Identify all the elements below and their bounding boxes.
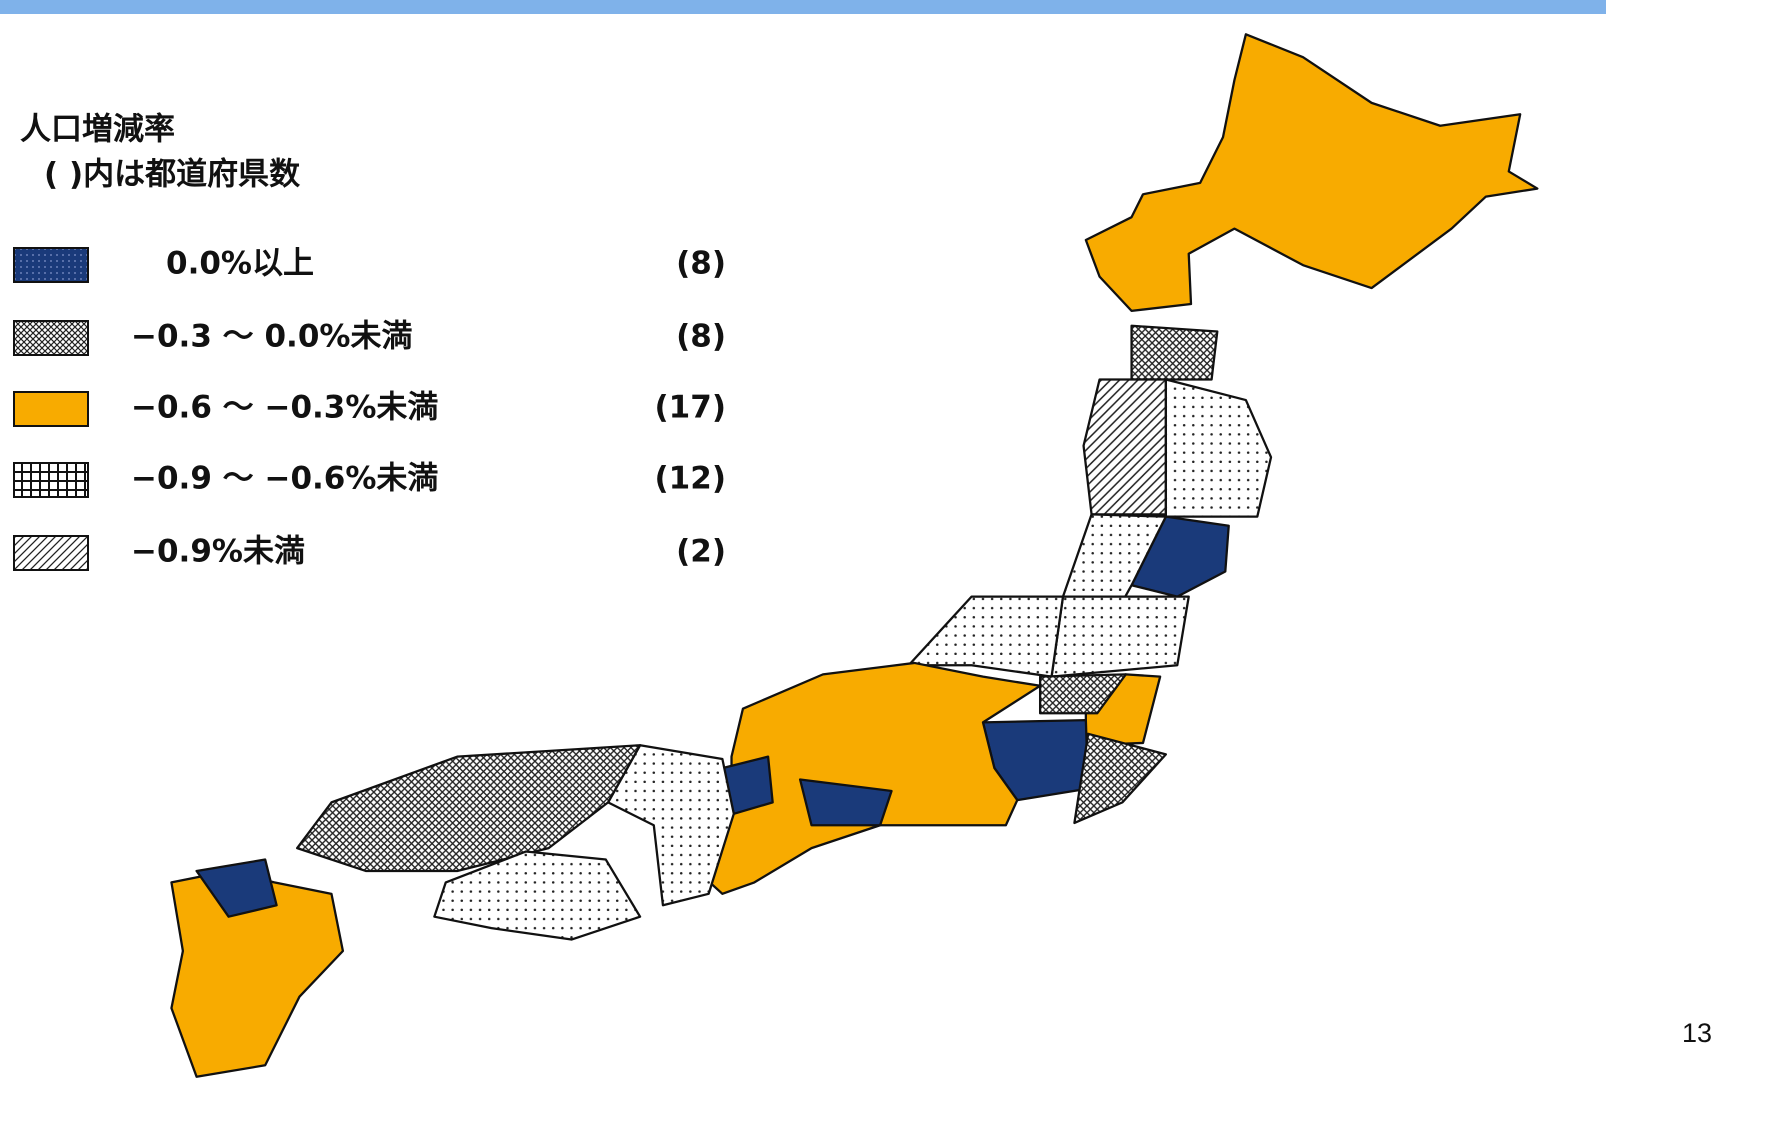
legend-label: −0.9 〜 −0.6%未満 [131,461,438,497]
page-number: 13 [1682,1018,1712,1048]
aichi [798,778,893,827]
swatch [13,391,89,427]
legend-count: (8) [676,246,726,282]
swatch [13,535,89,571]
legend-label: −0.3 〜 0.0%未満 [131,319,412,355]
shikoku [433,850,642,941]
hokkaido [1084,33,1539,313]
legend-count: (2) [676,534,726,570]
legend-subtitle: ( )内は都道府県数 [44,157,300,193]
swatch [13,462,89,498]
legend-label: −0.9%未満 [131,534,305,570]
japan-map [170,33,1539,1078]
legend-label: −0.6 〜 −0.3%未満 [131,390,438,426]
chiba [1073,732,1168,825]
fukuoka [195,858,278,918]
legend-count: (12) [655,461,726,497]
niigata [907,595,1065,678]
legend-title: 人口増減率 [20,112,175,148]
tochigi [1038,673,1127,715]
legend-count: (8) [676,319,726,355]
fukushima [1050,595,1190,678]
swatch [13,320,89,356]
akita [1082,378,1168,516]
swatch [13,247,89,283]
legend-count: (17) [655,390,726,426]
chugoku [296,744,642,873]
legend-label: 0.0%以上 [166,246,314,282]
header-bar [0,0,1606,14]
iwate [1164,378,1273,518]
legend: 人口増減率 ( )内は都道府県数 0.0%以上 −0.3 〜 0.0%未満 −0… [13,112,726,571]
aomori [1130,324,1219,381]
kansai [606,744,735,907]
